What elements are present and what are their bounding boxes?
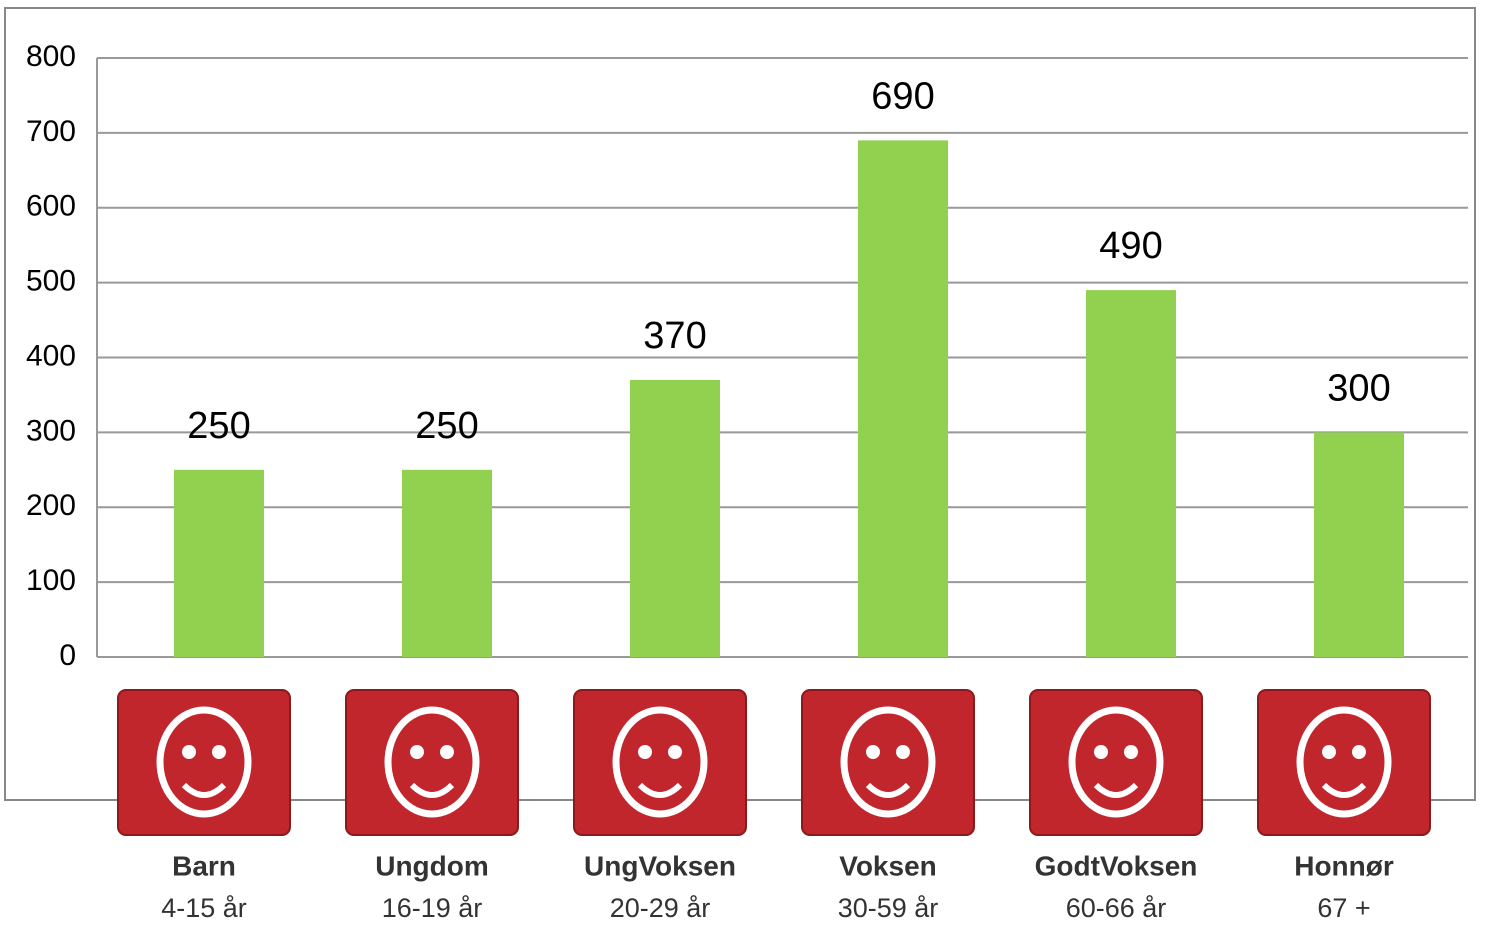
y-tick-label: 800 [26,40,76,73]
icon-background [1257,689,1431,836]
icon-mouth [1093,782,1139,798]
frame [4,7,1476,801]
value-label: 250 [187,405,250,447]
bar [402,469,492,657]
bar [1086,290,1176,657]
icon-mouth [181,782,227,798]
y-tick-label: 300 [26,414,76,447]
icon-face [840,706,936,818]
y-tick-label: 200 [26,489,76,522]
bar [858,140,948,658]
icon-eye [866,745,880,759]
y-tick-label: 400 [26,339,76,372]
icon-eye [1352,745,1366,759]
bar [174,469,264,657]
x-tick-sublabel: 4-15 år [161,893,247,923]
icon-background [1029,689,1203,836]
icon-face [156,706,252,818]
icon-eye [1322,745,1336,759]
icon-eye [638,745,652,759]
icon-eye [440,745,454,759]
x-tick-sublabel: 20-29 år [610,893,711,923]
icon-mouth [1321,782,1367,798]
icon-eye [1094,745,1108,759]
icon-face [384,706,480,818]
icon-mouth [409,782,455,798]
y-tick-label: 500 [26,265,76,298]
icon-mouth [637,782,683,798]
icon-eye [668,745,682,759]
x-tick-sublabel: 67 + [1317,893,1370,923]
y-tick-label: 0 [59,639,76,672]
icon-face [1296,706,1392,818]
x-tick-label: Ungdom [375,850,489,881]
bar [630,379,720,657]
value-label: 370 [643,315,706,357]
value-label: 250 [415,405,478,447]
value-label: 690 [871,75,934,117]
icon-eye [1124,745,1138,759]
x-tick-sublabel: 16-19 år [382,893,483,923]
icon-eye [896,745,910,759]
icon-face [1068,706,1164,818]
value-label: 490 [1099,225,1162,267]
icon-mouth [865,782,911,798]
icon-eye [182,745,196,759]
icon-background [117,689,291,836]
icon-background [345,689,519,836]
icon-background [801,689,975,836]
x-tick-label: Voksen [839,850,937,881]
icon-eye [410,745,424,759]
x-tick-label: Honnør [1294,850,1394,881]
y-tick-label: 600 [26,190,76,223]
icon-face [612,706,708,818]
x-tick-sublabel: 60-66 år [1066,893,1167,923]
y-tick-label: 700 [26,115,76,148]
value-label: 300 [1327,367,1390,409]
x-tick-label: UngVoksen [584,850,736,881]
x-tick-sublabel: 30-59 år [838,893,939,923]
bar [1314,432,1404,657]
icon-eye [212,745,226,759]
x-tick-label: GodtVoksen [1035,850,1198,881]
x-tick-label: Barn [172,850,236,881]
y-tick-label: 100 [26,564,76,597]
icon-background [573,689,747,836]
